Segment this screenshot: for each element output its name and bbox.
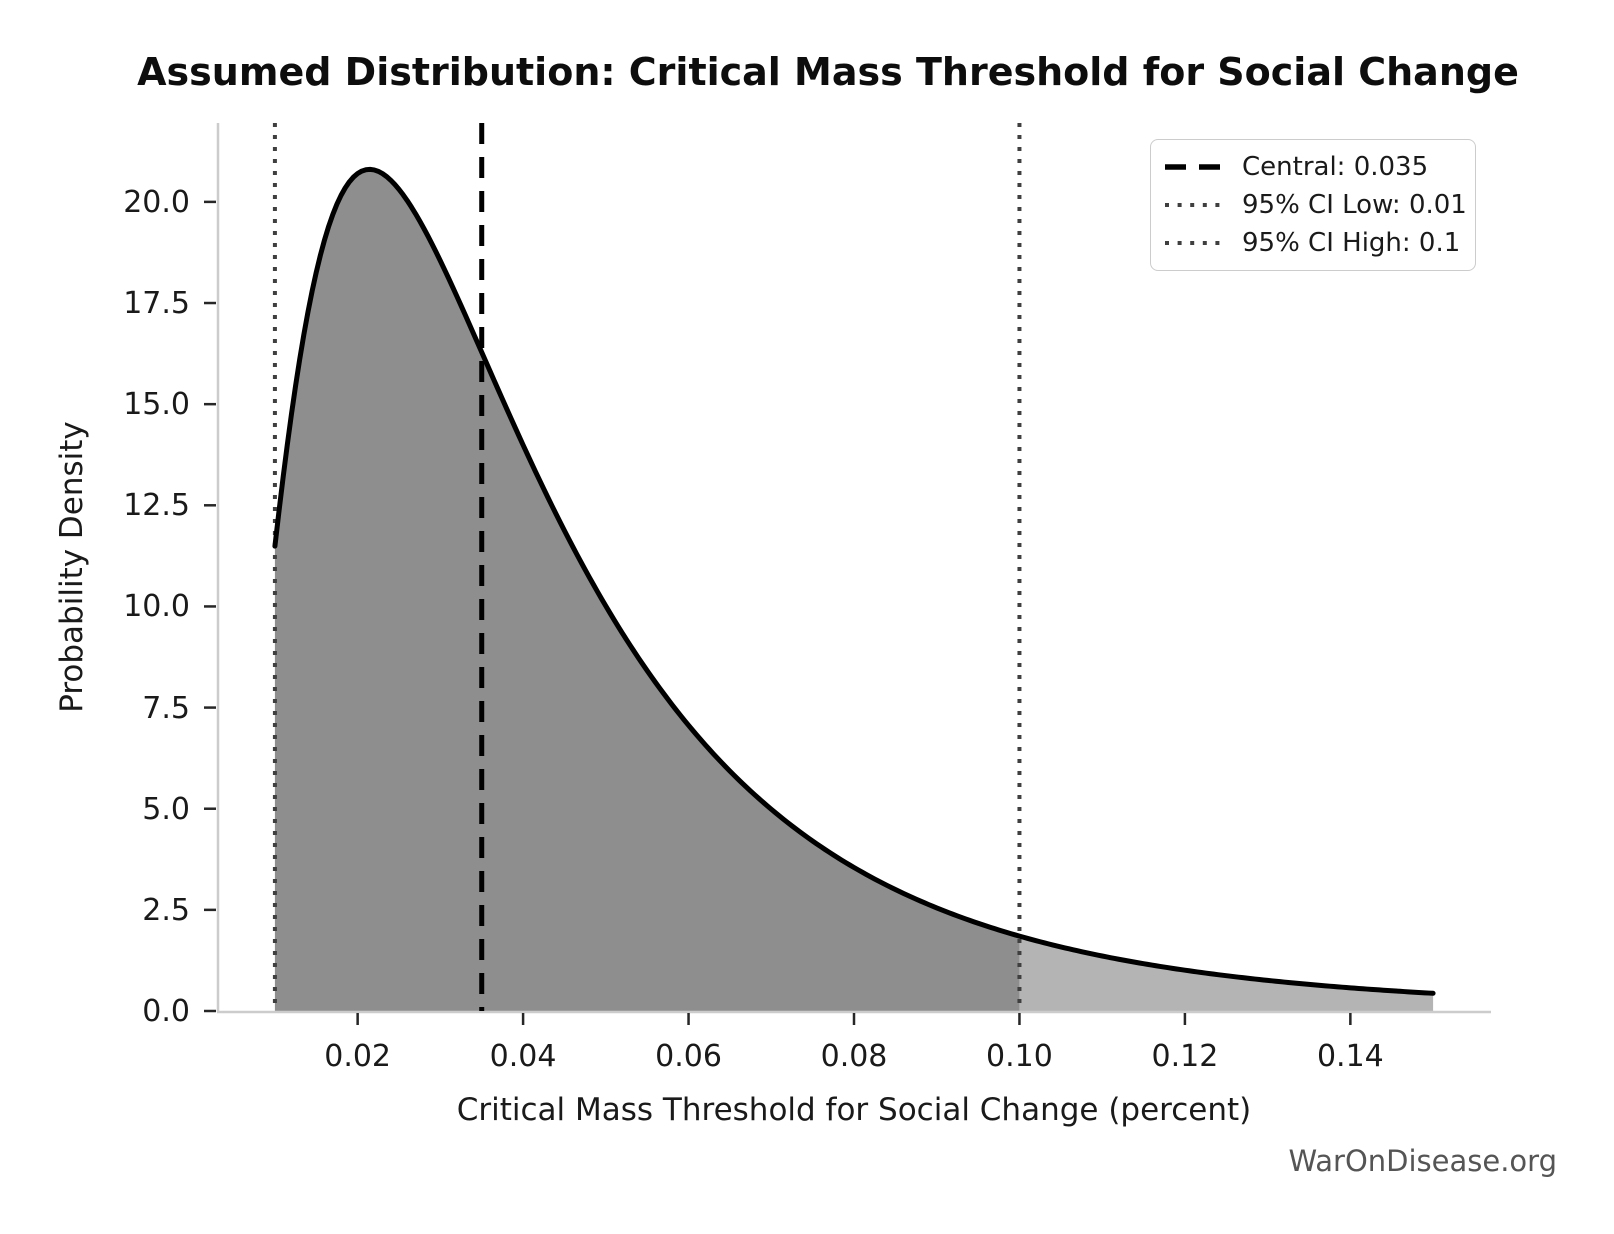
x-tick-label: 0.04 xyxy=(489,1039,557,1074)
ci-fill-region xyxy=(274,169,1020,1011)
y-tick-label: 17.5 xyxy=(123,286,190,322)
x-tick-label: 0.06 xyxy=(655,1039,722,1074)
y-tick-label: 2.5 xyxy=(142,892,190,928)
y-tick-label: 5.0 xyxy=(142,791,190,827)
legend-item-central: Central: 0.035 xyxy=(1165,148,1461,186)
legend-label-central: Central: 0.035 xyxy=(1242,152,1429,182)
legend-item-ci-low: 95% CI Low: 0.01 xyxy=(1165,186,1467,224)
y-tick-label: 20.0 xyxy=(123,184,190,220)
dashed-line-sample-icon xyxy=(1165,164,1227,170)
y-tick-label: 7.5 xyxy=(142,690,190,726)
x-tick-label: 0.08 xyxy=(820,1039,888,1074)
legend-label-ci-low: 95% CI Low: 0.01 xyxy=(1242,190,1467,220)
x-tick-label: 0.14 xyxy=(1316,1039,1384,1074)
x-tick-label: 0.02 xyxy=(324,1039,392,1074)
y-tick-label: 0.0 xyxy=(142,994,190,1029)
x-tick-label: 0.12 xyxy=(1151,1039,1219,1074)
y-tick-label: 10.0 xyxy=(123,589,190,625)
y-axis-label: Probability Density xyxy=(54,421,90,713)
tail-fill-region xyxy=(1019,936,1434,1011)
watermark: WarOnDisease.org xyxy=(1288,1144,1557,1178)
legend-item-ci-high: 95% CI High: 0.1 xyxy=(1165,224,1461,262)
y-tick-label: 12.5 xyxy=(123,488,190,524)
legend: Central: 0.035 95% CI Low: 0.01 95% CI H… xyxy=(1150,139,1476,271)
chart-title: Assumed Distribution: Critical Mass Thre… xyxy=(137,50,1519,94)
x-axis-label: Critical Mass Threshold for Social Chang… xyxy=(456,1092,1252,1128)
dotted-line-sample-icon xyxy=(1165,203,1227,207)
y-tick-label: 15.0 xyxy=(123,387,190,423)
x-tick-label: 0.10 xyxy=(986,1039,1053,1074)
dotted-line-sample-icon xyxy=(1165,241,1227,245)
legend-label-ci-high: 95% CI High: 0.1 xyxy=(1242,228,1461,258)
density-curve xyxy=(272,166,1436,996)
